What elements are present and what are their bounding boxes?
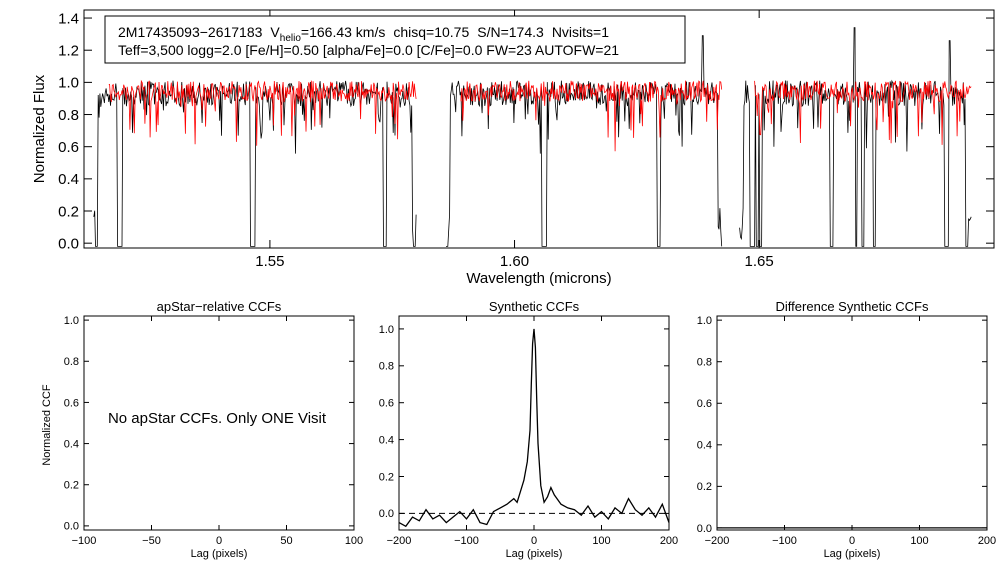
annotation-vhelio-value: =166.43 km/s xyxy=(301,24,385,40)
synthetic-ccf-ytick-label: 0.2 xyxy=(379,471,394,483)
apstar-ccf-title: apStar−relative CCFs xyxy=(157,299,282,314)
annotation-vhelio-label: V xyxy=(270,24,280,40)
apstar-ccf-message: No apStar CCFs. Only ONE Visit xyxy=(108,410,327,427)
difference-ccf-ytick-label: 0.2 xyxy=(697,481,712,493)
spectrum-ytick-label: 0.4 xyxy=(58,171,79,188)
spectrum-series xyxy=(93,27,972,247)
spectrum-xlabel: Wavelength (microns) xyxy=(466,270,611,287)
apstar-ccf-ytick-label: 0.8 xyxy=(64,356,79,368)
synthetic-ccf-ytick-label: 0.6 xyxy=(379,398,394,410)
spectrum-ytick-label: 1.2 xyxy=(58,42,79,59)
difference-ccf-xtick-label: 0 xyxy=(849,535,855,547)
synthetic-ccf-ytick-label: 0.0 xyxy=(379,508,394,520)
annotation-star: 2M17435093−2617183 xyxy=(118,24,263,40)
annotation-chisq: chisq=10.75 xyxy=(393,24,469,40)
synthetic-ccf-panel: −200 −100 0 100 200 0.0 0.2 0.4 0.6 0.8 1.0 Synthe… xyxy=(379,299,678,560)
difference-ccf-xtick-label: 100 xyxy=(910,535,928,547)
difference-ccf-frame xyxy=(716,315,988,531)
annotation-params: Teff=3,500 logg=2.0 [Fe/H]=0.50 [alpha/F… xyxy=(118,42,619,58)
synthetic-ccf-series xyxy=(398,328,670,528)
spectrum-ytick-label: 1.0 xyxy=(58,75,79,92)
spectrum-ytick-label: 0.0 xyxy=(58,235,79,252)
apstar-ccf-xtick-label: 100 xyxy=(345,535,363,547)
difference-ccf-xtick-label: 200 xyxy=(978,535,996,547)
synthetic-ccf-xtick-label: −200 xyxy=(387,535,412,547)
spectrum-xtick-label: 1.55 xyxy=(255,253,284,270)
difference-ccf-ytick-label: 1.0 xyxy=(697,315,712,327)
synthetic-ccf-xtick-label: −100 xyxy=(454,535,479,547)
apstar-ccf-ticks: −100 −50 0 50 100 0.0 0.2 0.4 0.6 0.8 1.0 xyxy=(64,315,363,547)
apstar-ccf-ytick-label: 0.2 xyxy=(64,480,79,492)
difference-ccf-xlabel: Lag (pixels) xyxy=(824,548,881,560)
synthetic-ccf-line xyxy=(398,328,670,528)
annotation-nvisits: Nvisits=1 xyxy=(552,24,609,40)
difference-ccf-ytick-label: 0.6 xyxy=(697,398,712,410)
spectrum-ticks: 1.55 1.60 1.65 0.0 0.2 0.4 0.6 0.8 1.0 1.2 1.4 xyxy=(58,10,994,270)
synthetic-ccf-xlabel: Lag (pixels) xyxy=(506,548,563,560)
spectrum-ytick-label: 0.2 xyxy=(58,203,79,220)
synthetic-ccf-xtick-label: 0 xyxy=(531,535,537,547)
synthetic-ccf-ytick-label: 1.0 xyxy=(379,324,394,336)
spectrum-annotation: 2M17435093−2617183 Vhelio=166.43 km/s chis… xyxy=(104,15,686,64)
apstar-ccf-ytick-label: 1.0 xyxy=(64,315,79,327)
difference-ccf-ytick-label: 0.8 xyxy=(697,357,712,369)
difference-ccf-title: Difference Synthetic CCFs xyxy=(776,299,929,314)
spectrum-xtick-label: 1.65 xyxy=(745,253,774,270)
spectrum-ytick-label: 1.4 xyxy=(58,10,79,27)
difference-ccf-panel: −200 −100 0 100 200 0.0 0.2 0.4 0.6 0.8 1.0 Differ… xyxy=(697,299,996,560)
synthetic-ccf-xtick-label: 200 xyxy=(660,535,678,547)
difference-ccf-xtick-label: −200 xyxy=(705,535,730,547)
difference-ccf-ytick-label: 0.4 xyxy=(697,440,712,452)
synthetic-ccf-xtick-label: 100 xyxy=(592,535,610,547)
difference-ccf-ytick-label: 0.0 xyxy=(697,523,712,535)
spectrum-frame xyxy=(83,9,995,249)
apstar-ccf-panel: −100 −50 0 50 100 0.0 0.2 0.4 0.6 0.8 1.0 apStar−r… xyxy=(41,299,363,560)
apstar-ccf-xlabel: Lag (pixels) xyxy=(191,548,248,560)
apstar-ccf-xtick-label: −100 xyxy=(72,535,97,547)
apstar-ccf-ytick-label: 0.0 xyxy=(64,521,79,533)
spectrum-ytick-label: 0.8 xyxy=(58,107,79,124)
synthetic-ccf-title: Synthetic CCFs xyxy=(489,299,580,314)
annotation-line-1: 2M17435093−2617183 Vhelio=166.43 km/s chis… xyxy=(118,24,609,44)
synthetic-ccf-ytick-label: 0.8 xyxy=(379,361,394,373)
spectrum-ytick-label: 0.6 xyxy=(58,139,79,156)
apstar-ccf-xtick-label: 0 xyxy=(216,535,222,547)
apstar-ccf-xtick-label: −50 xyxy=(142,535,161,547)
annotation-sn: S/N=174.3 xyxy=(477,24,544,40)
apstar-ccf-ytick-label: 0.4 xyxy=(64,438,79,450)
annotation-box xyxy=(104,15,686,64)
spectrum-series-model xyxy=(108,79,972,152)
apstar-ccf-ylabel: Normalized CCF xyxy=(41,384,53,466)
annotation-vhelio-sub: helio xyxy=(280,33,302,44)
spectrum-xtick-label: 1.60 xyxy=(500,253,529,270)
synthetic-ccf-ytick-label: 0.4 xyxy=(379,434,394,446)
difference-ccf-xtick-label: −100 xyxy=(772,535,797,547)
synthetic-ccf-ticks: −200 −100 0 100 200 0.0 0.2 0.4 0.6 0.8 1.0 xyxy=(379,316,678,547)
spectrum-panel: 1.55 1.60 1.65 0.0 0.2 0.4 0.6 0.8 1.0 1.2 1.4 2M1… xyxy=(31,9,995,287)
apstar-ccf-xtick-label: 50 xyxy=(280,535,292,547)
apstar-ccf-ytick-label: 0.6 xyxy=(64,397,79,409)
difference-ccf-ticks: −200 −100 0 100 200 0.0 0.2 0.4 0.6 0.8 1.0 xyxy=(697,315,996,547)
spectrum-ylabel: Normalized Flux xyxy=(31,74,48,183)
